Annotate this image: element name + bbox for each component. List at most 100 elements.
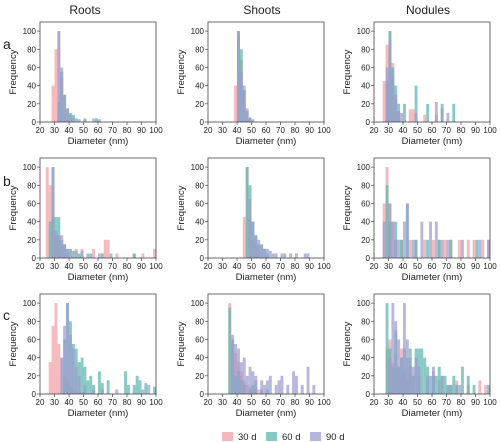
panel-a-roots-y-tick-label: 80 xyxy=(27,45,36,54)
panel-b-roots-bar-60d xyxy=(132,253,136,258)
panel-c-roots-bar-60d xyxy=(127,384,130,394)
panel-c-roots-bar-60d xyxy=(86,380,90,394)
panel-c-shoots-y-tick-label: 100 xyxy=(191,299,205,308)
panel-c-roots-x-tick-label: 50 xyxy=(79,398,88,407)
panel-a-shoots-bar-90d xyxy=(245,108,249,122)
panel-c-roots-y-tick-label: 20 xyxy=(27,372,36,381)
panel-c-nodules-bar-60d xyxy=(385,303,389,394)
panel-c-nodules-x-tick-label: 40 xyxy=(399,398,408,407)
panel-c-roots-bar-30d xyxy=(54,303,58,394)
panel-b-roots-bar-30d xyxy=(45,167,49,258)
panel-b-shoots-bar-90d xyxy=(254,235,258,258)
panel-c-nodules-x-tick-label: 30 xyxy=(384,398,393,407)
panel-b-nodules-bar-60d xyxy=(475,239,479,258)
panel-a-roots-x-tick-label: 20 xyxy=(36,126,45,135)
panel-c-shoots-bar-90d xyxy=(248,366,252,394)
panel-b-roots-x-tick-label: 60 xyxy=(94,262,103,271)
panel-b-roots-bar-30d xyxy=(115,253,119,258)
panel-c-nodules-y-axis-label: Frequency xyxy=(342,321,353,366)
panel-c-nodules-bar-90d xyxy=(458,384,461,394)
panel-b-nodules-bar-60d xyxy=(426,239,430,258)
panel-c-nodules-bar-90d xyxy=(397,339,401,394)
panel-c-roots-bar-90d xyxy=(100,389,104,394)
panel-b-nodules-bar-30d xyxy=(458,239,461,258)
panel-b-shoots-x-tick-label: 70 xyxy=(276,262,285,271)
panel-a-shoots-x-tick-label: 70 xyxy=(276,126,285,135)
panel-b-roots-bar-90d xyxy=(98,253,101,258)
panel-a-nodules-y-axis-label: Frequency xyxy=(342,49,353,94)
panel-c-roots-bar-90d xyxy=(66,303,69,394)
panel-a-nodules-bar-60d xyxy=(426,103,430,122)
panel-b-nodules-y-tick-label: 0 xyxy=(366,254,371,263)
panel-b-nodules-bar-60d xyxy=(449,239,453,258)
legend-label-60d: 60 d xyxy=(282,432,301,442)
panel-b-roots-bar-90d xyxy=(54,230,58,258)
panel-b-shoots-bar-30d xyxy=(242,217,246,258)
panel-c-shoots-bar-90d xyxy=(260,380,264,394)
panel-a-shoots-x-tick-label: 80 xyxy=(291,126,300,135)
panel-a-roots-y-tick-label: 20 xyxy=(27,100,36,109)
panel-b-nodules-bar-90d xyxy=(388,203,392,258)
panel-a-nodules-x-tick-label: 60 xyxy=(428,126,437,135)
panel-c-roots-bar-90d xyxy=(60,357,64,394)
panel-b-roots-bar-90d xyxy=(63,244,67,258)
panel-a-shoots-y-tick-label: 100 xyxy=(191,27,205,36)
panel-c-nodules-bar-90d xyxy=(391,303,395,394)
panel-a-roots-bar-60d xyxy=(74,118,78,122)
panel-a-roots-y-tick-label: 40 xyxy=(27,82,36,91)
panel-c-nodules-bar-60d xyxy=(434,375,438,394)
panel-c-roots-y-axis-label: Frequency xyxy=(8,321,19,366)
panel-b-roots-bar-90d xyxy=(66,248,69,258)
panel-b-shoots-bar-90d xyxy=(260,244,264,258)
legend-label-90d: 90 d xyxy=(326,432,345,442)
panel-b-nodules-bar-90d xyxy=(394,239,398,258)
panel-c-shoots-y-tick-label: 20 xyxy=(195,372,204,381)
panel-c-shoots-bar-90d xyxy=(266,380,269,394)
panel-c-shoots-bar-90d xyxy=(242,357,246,394)
panel-c-nodules-bar-90d xyxy=(388,357,392,394)
panel-c-nodules-bar-90d xyxy=(400,357,403,394)
panel-c-shoots-x-tick-label: 100 xyxy=(317,398,331,407)
panel-b-nodules-bar-90d xyxy=(487,239,490,258)
panel-b-shoots-bar-90d xyxy=(289,253,293,258)
panel-b-nodules-x-tick-label: 90 xyxy=(471,262,480,271)
legend-swatch-60d xyxy=(266,432,277,441)
panel-a-roots-bar-30d xyxy=(51,85,55,122)
panel-a-shoots-x-tick-label: 40 xyxy=(233,126,242,135)
panel-b-nodules-y-tick-label: 80 xyxy=(361,181,370,190)
panel-c-shoots-x-tick-label: 40 xyxy=(233,398,242,407)
panel-a-roots-bar-90d xyxy=(57,31,61,123)
panel-b-shoots-bar-90d xyxy=(283,253,287,258)
panel-c-nodules-bar-90d xyxy=(417,366,421,394)
panel-b-shoots-bar-90d xyxy=(274,253,278,258)
panel-b-nodules-x-tick-label: 70 xyxy=(442,262,451,271)
panel-b-shoots-y-tick-label: 0 xyxy=(200,254,205,263)
panel-c-nodules-bar-60d xyxy=(443,375,447,394)
panel-c-shoots-bar-90d xyxy=(263,384,266,394)
panel-a-roots-x-tick-label: 50 xyxy=(79,126,88,135)
panel-a-nodules-bar-30d xyxy=(423,114,427,122)
panel-a-nodules-bar-90d xyxy=(394,94,398,122)
panel-b-nodules-x-tick-label: 100 xyxy=(483,262,497,271)
panel-a-nodules-y-tick-label: 0 xyxy=(366,118,371,127)
panel-b-roots-x-tick-label: 40 xyxy=(65,262,74,271)
panel-b-shoots-y-tick-label: 40 xyxy=(195,218,204,227)
panel-b-nodules-bar-60d xyxy=(385,185,389,258)
panel-b-nodules-bar-60d xyxy=(437,239,441,258)
panel-a-roots-x-tick-label: 90 xyxy=(137,126,146,135)
panel-a-shoots-frame xyxy=(207,21,325,123)
panel-b-roots-bar-90d xyxy=(80,250,84,258)
panel-a-roots-y-axis-label: Frequency xyxy=(8,49,19,94)
panel-a-shoots-x-tick-label: 50 xyxy=(247,126,256,135)
panel-b-nodules-y-tick-label: 60 xyxy=(361,199,370,208)
panel-a-roots-x-tick-label: 60 xyxy=(94,126,103,135)
panel-a-shoots-y-tick-label: 0 xyxy=(200,118,205,127)
panel-b-nodules-bar-90d xyxy=(440,239,444,258)
panel-c-roots-x-tick-label: 70 xyxy=(108,398,117,407)
panel-a-shoots-bar-90d xyxy=(248,117,252,122)
panel-b-shoots-bar-90d xyxy=(257,239,261,258)
